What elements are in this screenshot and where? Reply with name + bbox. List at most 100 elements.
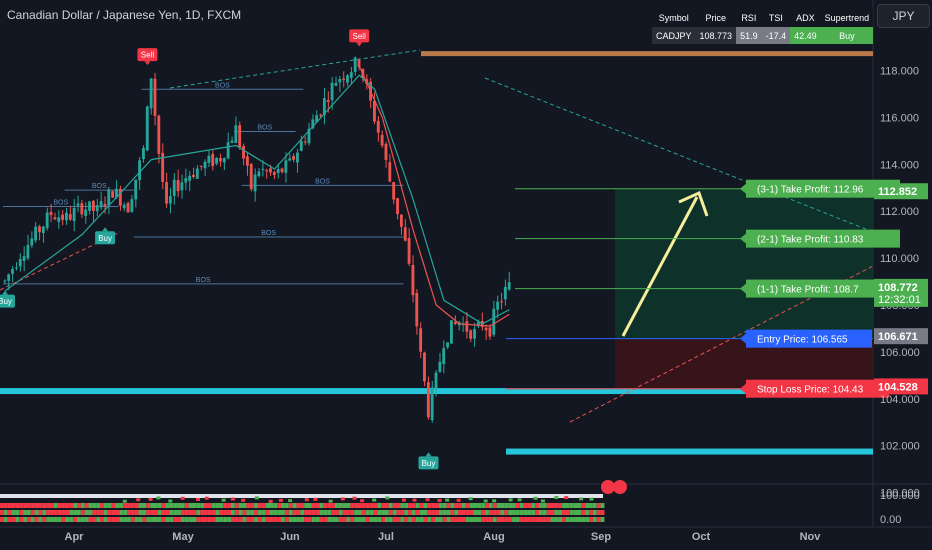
support-trend-line bbox=[569, 265, 874, 423]
oscillator-cell bbox=[273, 510, 278, 515]
oscillator-cell bbox=[227, 517, 231, 522]
oscillator-cell bbox=[219, 510, 224, 515]
oscillator-cell bbox=[415, 517, 420, 522]
oscillator-cell bbox=[80, 503, 85, 508]
candle-body bbox=[180, 182, 184, 191]
oscillator-cell bbox=[281, 510, 285, 515]
oscillator-cell bbox=[142, 517, 147, 522]
oscillator-cell bbox=[277, 517, 282, 522]
oscillator-cell bbox=[127, 503, 131, 508]
oscillator-cell bbox=[554, 517, 559, 522]
candle-body bbox=[211, 153, 215, 167]
oscillator-cell bbox=[369, 517, 374, 522]
candle-body bbox=[465, 321, 469, 332]
oscillator-cell bbox=[381, 510, 385, 515]
oscillator-cell bbox=[134, 510, 139, 515]
oscillator-cell bbox=[589, 510, 593, 515]
candle-body bbox=[411, 264, 415, 296]
oscillator-cell bbox=[200, 503, 205, 508]
oscillator-cell bbox=[169, 517, 174, 522]
candle-body bbox=[76, 203, 80, 206]
x-tick-label: Oct bbox=[692, 531, 711, 543]
oscillator-cell bbox=[361, 503, 366, 508]
oscillator-cell bbox=[589, 517, 593, 522]
oscillator-cell bbox=[408, 503, 412, 508]
candle-body bbox=[415, 292, 419, 327]
candle-body bbox=[118, 188, 122, 206]
oscillator-cell bbox=[11, 510, 16, 515]
oscillator-panel: 0.00 100.000 bbox=[0, 480, 932, 526]
oscillator-cell bbox=[261, 503, 266, 508]
oscillator-dot bbox=[136, 498, 141, 502]
oscillator-cell bbox=[227, 503, 231, 508]
oscillator-cell bbox=[446, 503, 451, 508]
oscillator-cell bbox=[304, 510, 308, 515]
oscillator-cell bbox=[350, 503, 355, 508]
oscillator-cell bbox=[554, 503, 559, 508]
candle-body bbox=[280, 168, 284, 173]
oscillator-cell bbox=[512, 510, 516, 515]
oscillator-cell bbox=[431, 503, 436, 508]
bos-label: BOS bbox=[257, 124, 272, 131]
oscillator-cell bbox=[585, 510, 590, 515]
candle-body bbox=[91, 200, 95, 211]
candle-body bbox=[426, 382, 430, 418]
oscillator-cell bbox=[142, 510, 147, 515]
oscillator-cell bbox=[3, 503, 8, 508]
oscillator-cell bbox=[277, 510, 282, 515]
oscillator-cell bbox=[435, 517, 439, 522]
oscillator-cell bbox=[346, 510, 351, 515]
currency-badge[interactable]: JPY bbox=[877, 4, 930, 28]
oscillator-cell bbox=[419, 510, 424, 515]
candle-body bbox=[18, 259, 22, 267]
oscillator-cell bbox=[442, 510, 447, 515]
candle-body bbox=[272, 172, 276, 175]
signal-label: Sell bbox=[353, 32, 367, 41]
oscillator-cell bbox=[558, 510, 563, 515]
oscillator-cell bbox=[242, 510, 247, 515]
oscillator-cell bbox=[30, 510, 35, 515]
oscillator-cell bbox=[11, 503, 16, 508]
oscillator-cell bbox=[211, 517, 216, 522]
oscillator-cell bbox=[111, 517, 116, 522]
oscillator-cell bbox=[342, 517, 347, 522]
signal-pointer bbox=[144, 61, 151, 66]
oscillator-cell bbox=[581, 510, 586, 515]
oscillator-cell bbox=[211, 510, 216, 515]
oscillator-cell bbox=[26, 510, 31, 515]
take-profit-2-label-box bbox=[746, 229, 900, 248]
oscillator-cell bbox=[577, 510, 582, 515]
oscillator-cell bbox=[423, 510, 428, 515]
oscillator-cell bbox=[150, 510, 154, 515]
oscillator-cell bbox=[173, 510, 178, 515]
candle-body bbox=[34, 226, 38, 241]
oscillator-cell bbox=[80, 510, 85, 515]
oscillator-cell bbox=[308, 510, 312, 515]
oscillator-cell bbox=[589, 503, 593, 508]
oscillator-cell bbox=[157, 517, 162, 522]
oscillator-cell bbox=[57, 503, 62, 508]
oscillator-cell bbox=[373, 503, 378, 508]
candle-body bbox=[346, 75, 349, 83]
oscillator-cell bbox=[231, 517, 235, 522]
oscillator-cell bbox=[319, 503, 324, 508]
oscillator-cell bbox=[392, 503, 397, 508]
oscillator-cell bbox=[115, 517, 120, 522]
oscillator-cell bbox=[80, 517, 85, 522]
candle-body bbox=[199, 165, 203, 167]
indicator-table-row: CADJPY 108.773 51.9 -17.4 42.49 Buy bbox=[652, 27, 874, 44]
candle-body bbox=[145, 106, 149, 151]
oscillator-cell bbox=[423, 503, 428, 508]
oscillator-upper-tick: 100.000 bbox=[880, 490, 920, 502]
oscillator-cell bbox=[265, 510, 270, 515]
candle-body bbox=[68, 214, 72, 220]
candle-body bbox=[303, 141, 307, 143]
candle-body bbox=[30, 238, 34, 246]
oscillator-cell bbox=[411, 503, 416, 508]
oscillator-cell bbox=[0, 510, 4, 515]
oscillator-cell bbox=[284, 510, 289, 515]
candle-body bbox=[407, 238, 411, 264]
oscillator-cell bbox=[504, 517, 509, 522]
oscillator-cell bbox=[196, 510, 201, 515]
